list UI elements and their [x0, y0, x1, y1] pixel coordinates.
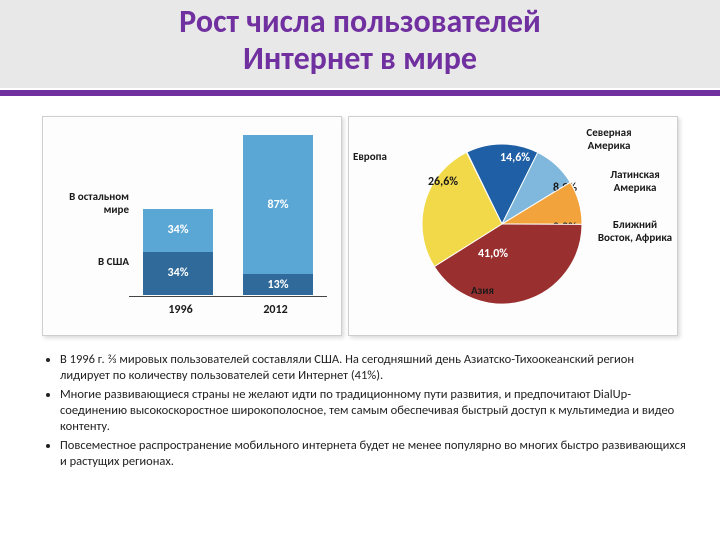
bar-segment-top: 34% [143, 209, 213, 252]
pie-slice-label: Северная Америка [569, 127, 649, 152]
title-line-2: Интернет в мире [243, 39, 477, 78]
bar-series-label-world: В остальном мире [47, 190, 129, 216]
bar-series-labels: В остальном мире В США [47, 135, 129, 295]
bar-segment-top: 87% [243, 135, 313, 274]
bar-segment-bottom: 13% [243, 274, 313, 295]
pie-slice-label: Европа [353, 151, 387, 164]
bar-chart-baseline [129, 296, 327, 297]
title-line-1: Рост числа пользователей [179, 2, 541, 41]
bar-column: 87%13% [243, 135, 313, 295]
bar-chart-area: 34%34% 87%13% [133, 135, 323, 295]
pie-slice-label: Азия [471, 285, 494, 298]
bullet-list: В 1996 г. ⅔ мировых пользователей состав… [0, 344, 720, 469]
pie-slice-pct: 41,0% [478, 247, 508, 261]
bullet-item: В 1996 г. ⅔ мировых пользователей состав… [60, 352, 686, 383]
pie-chart-panel: 14,6%8,9%8,8%41,0%26,6% Северная Америка… [348, 116, 678, 336]
pie-slice-pct: 14,6% [500, 151, 530, 165]
bar-chart-panel: В остальном мире В США 34%34% 87%13% 1996… [42, 116, 342, 336]
pie-slice-label: Латинская Америка [595, 169, 675, 194]
pie-slice-pct: 26,6% [428, 175, 458, 189]
bar-column: 34%34% [143, 209, 213, 295]
bullet-item: Повсеместное распространение мобильного … [60, 438, 686, 469]
bar-x-label-0: 1996 [168, 303, 192, 317]
page-title: Рост числа пользователей Интернет в мире [0, 4, 720, 78]
pie-chart-svg: 14,6%8,9%8,8%41,0%26,6% [417, 139, 587, 309]
title-bar: Рост числа пользователей Интернет в мире [0, 0, 720, 88]
bar-segment-bottom: 34% [143, 252, 213, 295]
bar-series-label-usa: В США [98, 255, 129, 268]
pie-slice-label: Ближний Восток, Африка [595, 219, 675, 244]
bullet-item: Многие развивающиеся страны не желают ид… [60, 387, 686, 434]
bar-x-label-1: 2012 [263, 303, 287, 317]
chart-row: В остальном мире В США 34%34% 87%13% 1996… [0, 96, 720, 344]
bar-chart-x-labels: 1996 2012 [133, 303, 323, 317]
